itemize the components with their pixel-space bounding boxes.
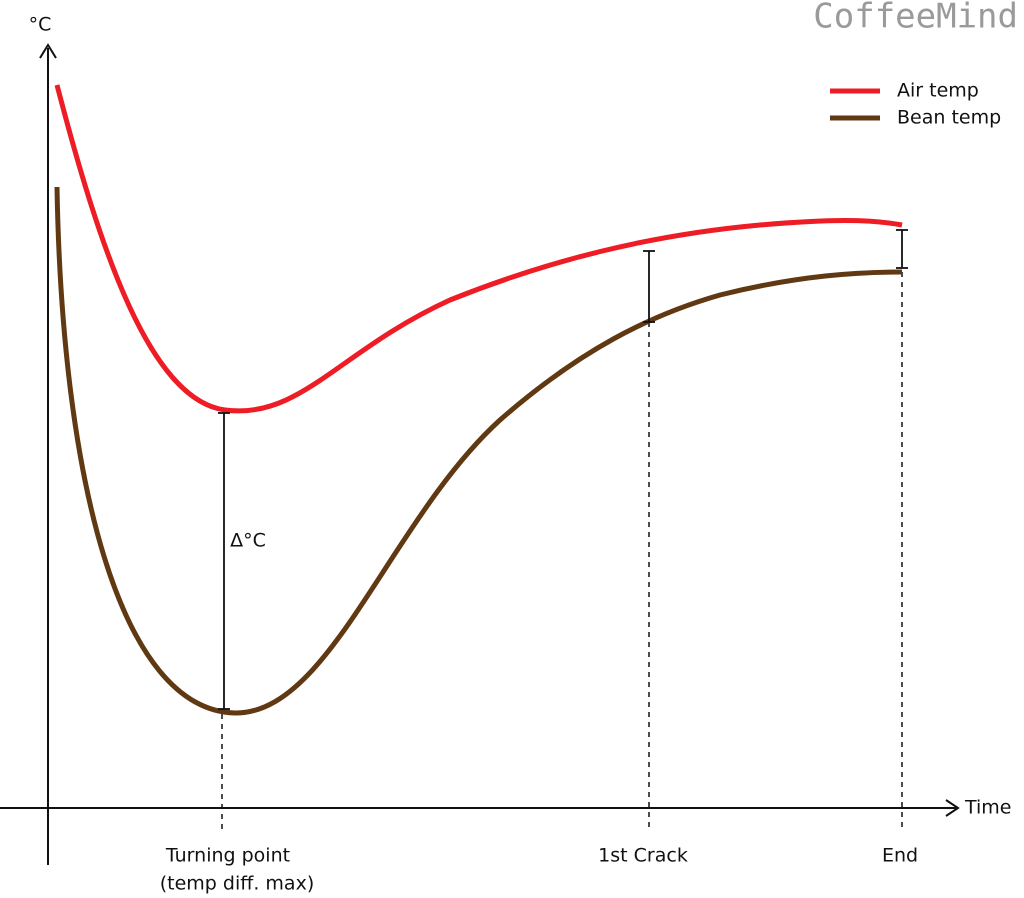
bean-temp-curve (54, 186, 903, 716)
delta-label: Δ°C (230, 530, 266, 552)
difference-bar (896, 229, 908, 269)
x-axis-label: Time (964, 797, 1012, 819)
watermark: CoffeeMind (813, 0, 1018, 37)
y-arrow (39, 43, 57, 59)
difference-bar (643, 250, 655, 323)
legend-label: Bean temp (897, 107, 1001, 129)
legend-label: Air temp (897, 80, 979, 102)
y-axis-label: °C (29, 14, 52, 36)
air-temp-curve (54, 84, 903, 414)
marker-label: 1st Crack (598, 845, 688, 867)
difference-bar (218, 412, 230, 710)
x-arrow (945, 799, 960, 817)
marker-sublabel: (temp diff. max) (160, 873, 314, 895)
marker-label: Turning point (165, 845, 290, 867)
marker-label: End (882, 845, 918, 867)
